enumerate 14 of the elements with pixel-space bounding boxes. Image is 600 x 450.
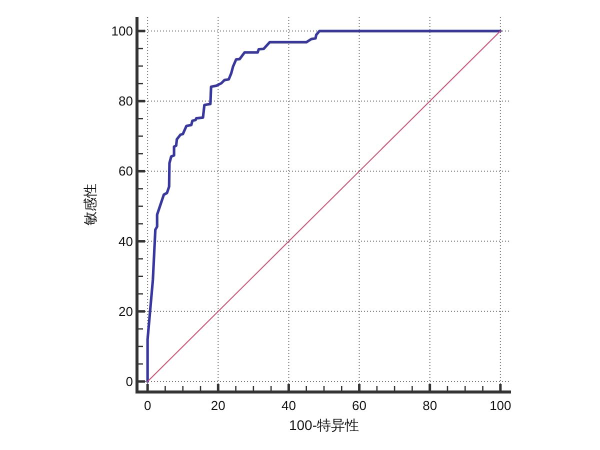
y-axis-title: 敏感性: [82, 184, 98, 226]
y-tick-label: 20: [118, 304, 133, 319]
y-tick-label: 60: [118, 164, 133, 179]
x-tick-label: 100: [490, 398, 512, 413]
x-axis-title: 100-特异性: [288, 417, 360, 433]
y-tick-label: 40: [118, 234, 133, 249]
x-tick-label: 20: [210, 398, 226, 413]
y-tick-label: 0: [126, 374, 133, 389]
y-tick-label: 80: [118, 94, 133, 109]
x-tick-label: 80: [422, 398, 438, 413]
y-tick-label: 100: [111, 24, 133, 39]
x-tick-label: 40: [281, 398, 296, 413]
x-tick-label: 0: [144, 398, 152, 413]
x-tick-label: 60: [352, 398, 367, 413]
